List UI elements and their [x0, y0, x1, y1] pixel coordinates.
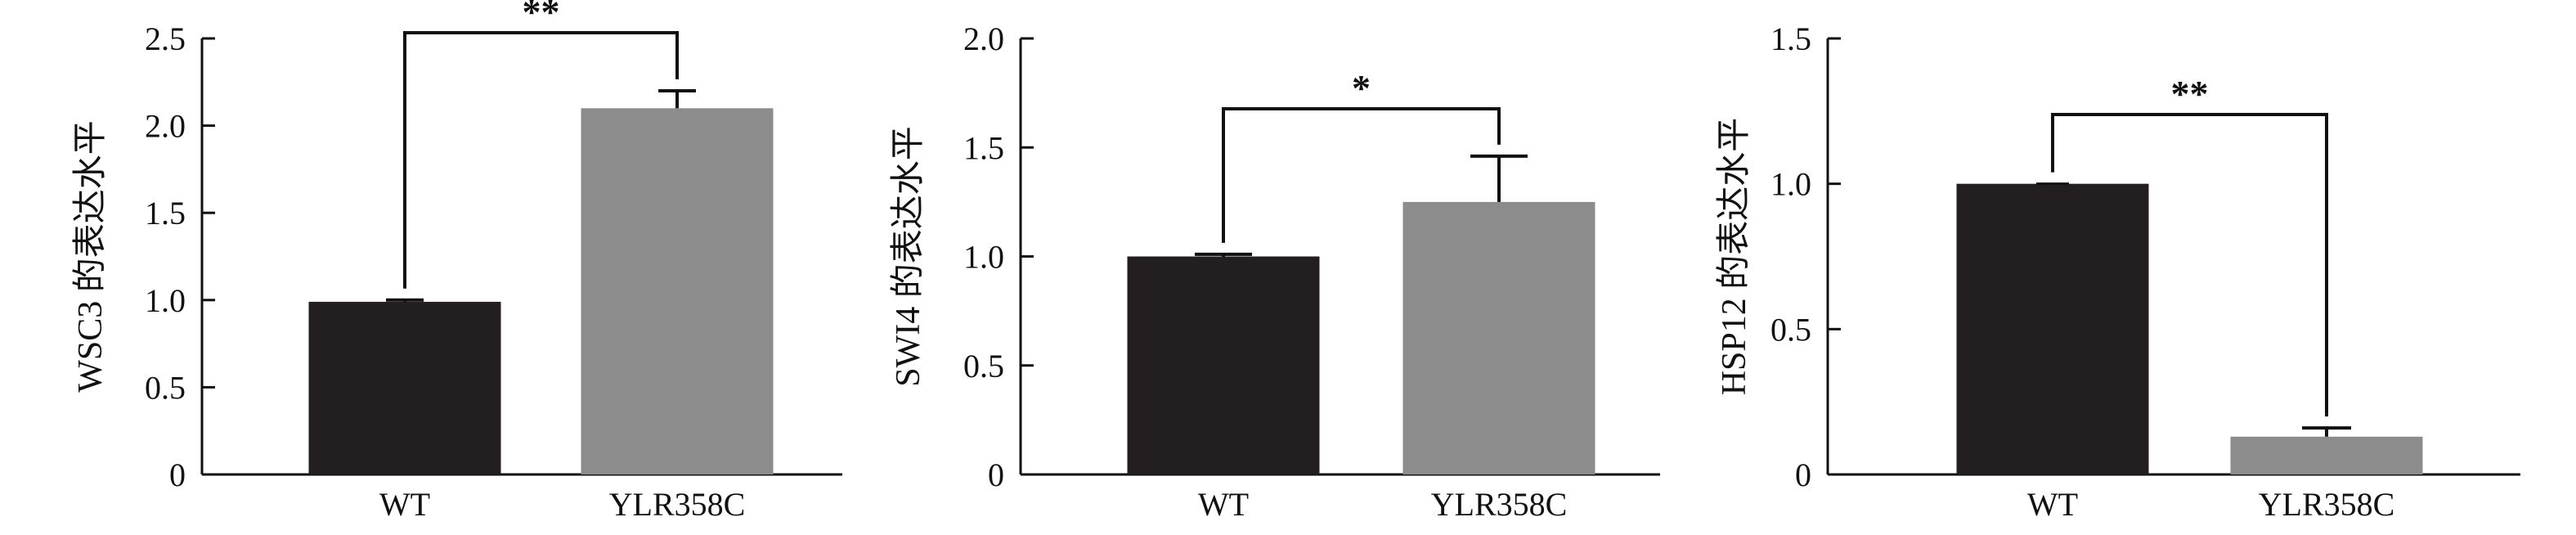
- significance-label: *: [1352, 67, 1371, 109]
- y-tick-label: 0.5: [963, 348, 1004, 384]
- y-tick-label: 2.5: [145, 20, 186, 57]
- category-label: YLR358C: [2259, 486, 2395, 523]
- y-tick-label: 1.0: [145, 282, 186, 319]
- category-label: YLR358C: [609, 486, 746, 523]
- category-label: WT: [2027, 486, 2078, 523]
- bar-ylr358c: [581, 108, 774, 474]
- y-tick-label: 1.5: [145, 195, 186, 232]
- y-tick-label: 1.0: [1770, 166, 1811, 203]
- y-tick-label: 1.5: [1770, 20, 1811, 57]
- y-tick-label: 0.5: [1770, 311, 1811, 348]
- y-tick-label: 2.0: [963, 20, 1004, 57]
- y-tick-label: 0.5: [145, 369, 186, 406]
- y-tick-label: 1.5: [963, 129, 1004, 166]
- chart-panel-2: 0 0.5 1.0 1.5 2.0 SWI4 的表达水平 WT YLR358C *: [890, 20, 1660, 523]
- category-label: WT: [379, 486, 430, 523]
- significance-bracket: [1222, 107, 1501, 243]
- y-tick-label: 0: [169, 456, 186, 493]
- significance-bracket: [403, 31, 679, 289]
- bar-wt: [1127, 256, 1320, 474]
- y-axis-title: HSP12 的表达水平: [1716, 118, 1753, 396]
- y-tick-label: 2.0: [145, 108, 186, 145]
- bar-ylr358c: [2230, 436, 2423, 474]
- y-tick-label: 1.0: [963, 239, 1004, 276]
- significance-label: **: [2171, 73, 2209, 115]
- bar-wt: [308, 301, 501, 474]
- category-label: WT: [1198, 486, 1249, 523]
- y-axis-title: SWI4 的表达水平: [890, 126, 927, 387]
- bar-ylr358c: [1402, 201, 1595, 474]
- y-tick-label: 0: [988, 456, 1004, 493]
- chart-panel-3: 0 0.5 1.0 1.5 HSP12 的表达水平 WT YLR358C **: [1716, 20, 2520, 523]
- y-axis-title: WSC3 的表达水平: [72, 120, 110, 393]
- y-tick-label: 0: [1795, 456, 1811, 493]
- chart-panel-1: 0 0.5 1.0 1.5 2.0 2.5 WSC3 的表达水平 WT YLR358C **: [72, 0, 842, 523]
- category-label: YLR358C: [1431, 486, 1568, 523]
- significance-label: **: [523, 0, 560, 33]
- significance-bracket: [2051, 113, 2328, 417]
- bar-wt: [1956, 183, 2149, 474]
